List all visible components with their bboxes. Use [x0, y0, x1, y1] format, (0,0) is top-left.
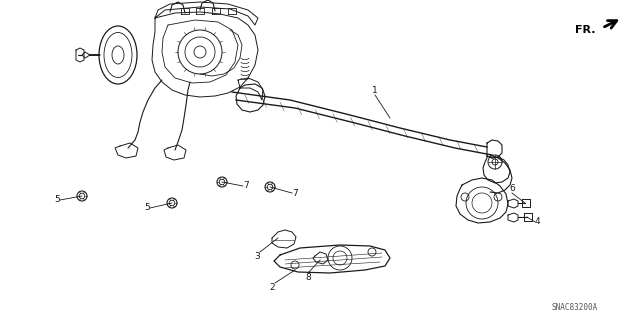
Text: 7: 7	[243, 182, 249, 190]
Text: 5: 5	[144, 204, 150, 212]
Text: 4: 4	[535, 218, 541, 226]
Text: 6: 6	[509, 184, 515, 193]
Text: 7: 7	[292, 189, 298, 197]
Text: SNAC83200A: SNAC83200A	[552, 303, 598, 312]
Text: 3: 3	[254, 252, 260, 261]
Text: FR.: FR.	[575, 25, 596, 35]
Text: 8: 8	[305, 273, 311, 282]
Text: 5: 5	[54, 196, 60, 204]
Text: 2: 2	[269, 283, 275, 292]
Text: 1: 1	[372, 86, 378, 95]
